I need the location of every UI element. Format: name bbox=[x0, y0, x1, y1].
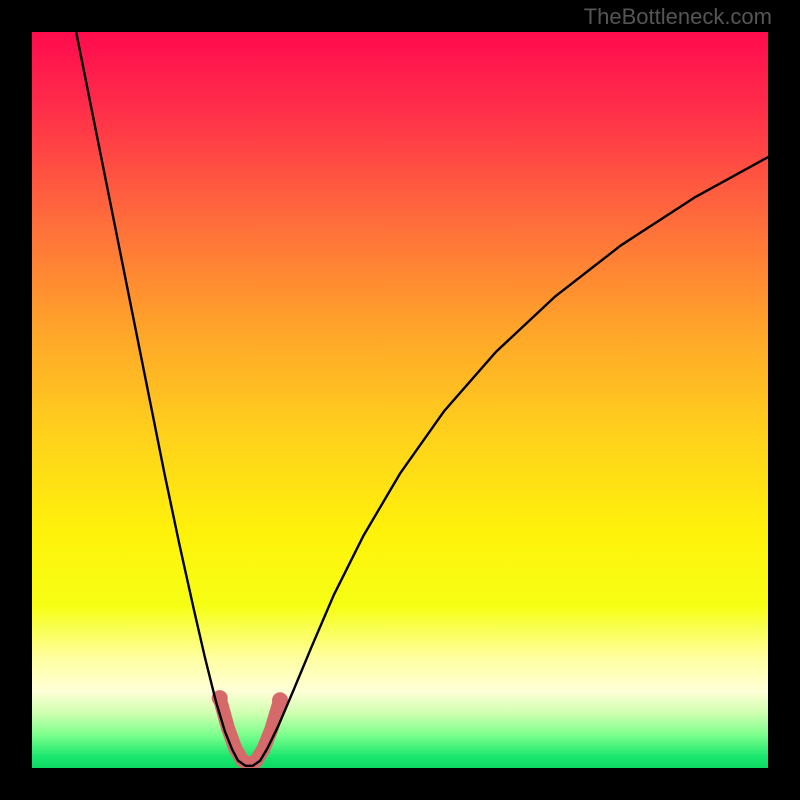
bottleneck-chart bbox=[0, 0, 800, 800]
watermark-text: TheBottleneck.com bbox=[584, 4, 772, 30]
plot-background bbox=[32, 32, 768, 768]
